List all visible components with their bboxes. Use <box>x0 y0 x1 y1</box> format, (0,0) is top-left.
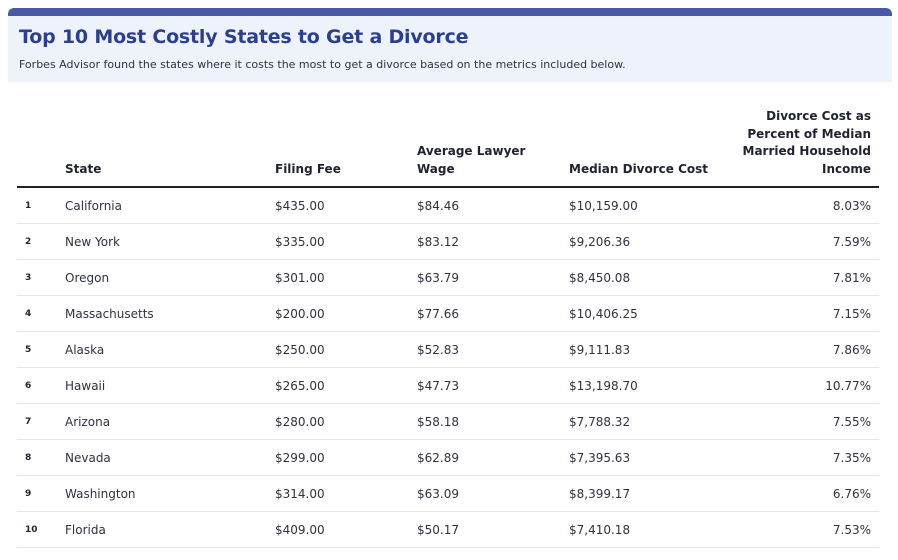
cell-rank: 6 <box>17 367 65 404</box>
table-body: 1 California $435.00 $84.46 $10,159.00 8.03% 2… <box>17 187 879 548</box>
cell-cost-percent: 7.81% <box>733 259 879 296</box>
cell-cost-percent: 6.76% <box>733 475 879 512</box>
cell-rank: 8 <box>17 439 65 476</box>
cell-cost-percent: 7.35% <box>733 439 879 476</box>
cell-filing-fee: $200.00 <box>275 295 417 332</box>
cell-lawyer-wage: $63.09 <box>417 475 569 512</box>
cell-state: California <box>65 187 275 224</box>
column-header-average-lawyer-wage: Average Lawyer Wage <box>417 108 569 188</box>
cell-lawyer-wage: $52.83 <box>417 331 569 368</box>
cell-median-cost: $7,410.18 <box>569 511 733 548</box>
cell-cost-percent: 7.86% <box>733 331 879 368</box>
cell-rank: 1 <box>17 187 65 224</box>
cell-lawyer-wage: $50.17 <box>417 511 569 548</box>
table-row: 10 Florida $409.00 $50.17 $7,410.18 7.53% <box>17 511 879 548</box>
cell-state: Alaska <box>65 331 275 368</box>
cell-median-cost: $10,406.25 <box>569 295 733 332</box>
cell-cost-percent: 7.53% <box>733 511 879 548</box>
table-header: Top 10 Most Costly States to Get a Divor… <box>8 16 892 82</box>
table-row: 8 Nevada $299.00 $62.89 $7,395.63 7.35% <box>17 439 879 476</box>
cell-lawyer-wage: $58.18 <box>417 403 569 440</box>
cell-filing-fee: $280.00 <box>275 403 417 440</box>
cell-rank: 10 <box>17 511 65 548</box>
column-header-rank <box>17 108 65 188</box>
cell-filing-fee: $335.00 <box>275 223 417 260</box>
cell-rank: 3 <box>17 259 65 296</box>
table-row: 4 Massachusetts $200.00 $77.66 $10,406.25 7.1… <box>17 295 879 332</box>
cell-state: Arizona <box>65 403 275 440</box>
cell-median-cost: $8,399.17 <box>569 475 733 512</box>
cell-lawyer-wage: $47.73 <box>417 367 569 404</box>
column-header-cost-percent-income: Divorce Cost as Percent of Median Marrie… <box>733 108 879 188</box>
table-row: 7 Arizona $280.00 $58.18 $7,788.32 7.55% <box>17 403 879 440</box>
cell-filing-fee: $265.00 <box>275 367 417 404</box>
cell-median-cost: $7,395.63 <box>569 439 733 476</box>
column-header-state: State <box>65 108 275 188</box>
cell-state: New York <box>65 223 275 260</box>
accent-bar <box>8 8 892 16</box>
page-subtitle: Forbes Advisor found the states where it… <box>19 58 626 71</box>
table-row: 1 California $435.00 $84.46 $10,159.00 8.03% <box>17 187 879 224</box>
table-row: 3 Oregon $301.00 $63.79 $8,450.08 7.81% <box>17 259 879 296</box>
page-title: Top 10 Most Costly States to Get a Divor… <box>19 26 469 48</box>
table-row: 2 New York $335.00 $83.12 $9,206.36 7.59% <box>17 223 879 260</box>
cell-state: Hawaii <box>65 367 275 404</box>
cell-state: Florida <box>65 511 275 548</box>
cell-state: Washington <box>65 475 275 512</box>
cell-cost-percent: 8.03% <box>733 187 879 224</box>
column-header-filing-fee: Filing Fee <box>275 108 417 188</box>
cell-filing-fee: $301.00 <box>275 259 417 296</box>
cell-median-cost: $9,206.36 <box>569 223 733 260</box>
cell-cost-percent: 10.77% <box>733 367 879 404</box>
cell-rank: 4 <box>17 295 65 332</box>
cell-filing-fee: $250.00 <box>275 331 417 368</box>
cell-median-cost: $9,111.83 <box>569 331 733 368</box>
cell-state: Oregon <box>65 259 275 296</box>
cell-rank: 9 <box>17 475 65 512</box>
table-row: 6 Hawaii $265.00 $47.73 $13,198.70 10.77% <box>17 367 879 404</box>
cell-median-cost: $8,450.08 <box>569 259 733 296</box>
cell-state: Nevada <box>65 439 275 476</box>
cell-rank: 2 <box>17 223 65 260</box>
costly-states-table: State Filing Fee Average Lawyer Wage Med… <box>17 108 879 548</box>
cell-rank: 5 <box>17 331 65 368</box>
column-header-median-divorce-cost: Median Divorce Cost <box>569 108 733 188</box>
table-header-row: State Filing Fee Average Lawyer Wage Med… <box>17 108 879 188</box>
cell-filing-fee: $435.00 <box>275 187 417 224</box>
cell-median-cost: $13,198.70 <box>569 367 733 404</box>
table-row: 9 Washington $314.00 $63.09 $8,399.17 6.76% <box>17 475 879 512</box>
cell-filing-fee: $299.00 <box>275 439 417 476</box>
cell-median-cost: $7,788.32 <box>569 403 733 440</box>
cell-lawyer-wage: $62.89 <box>417 439 569 476</box>
cell-lawyer-wage: $63.79 <box>417 259 569 296</box>
table-row: 5 Alaska $250.00 $52.83 $9,111.83 7.86% <box>17 331 879 368</box>
cell-cost-percent: 7.15% <box>733 295 879 332</box>
cell-lawyer-wage: $77.66 <box>417 295 569 332</box>
cell-state: Massachusetts <box>65 295 275 332</box>
cell-median-cost: $10,159.00 <box>569 187 733 224</box>
cell-filing-fee: $314.00 <box>275 475 417 512</box>
cell-lawyer-wage: $83.12 <box>417 223 569 260</box>
cell-cost-percent: 7.55% <box>733 403 879 440</box>
cell-rank: 7 <box>17 403 65 440</box>
cell-filing-fee: $409.00 <box>275 511 417 548</box>
cell-cost-percent: 7.59% <box>733 223 879 260</box>
cell-lawyer-wage: $84.46 <box>417 187 569 224</box>
